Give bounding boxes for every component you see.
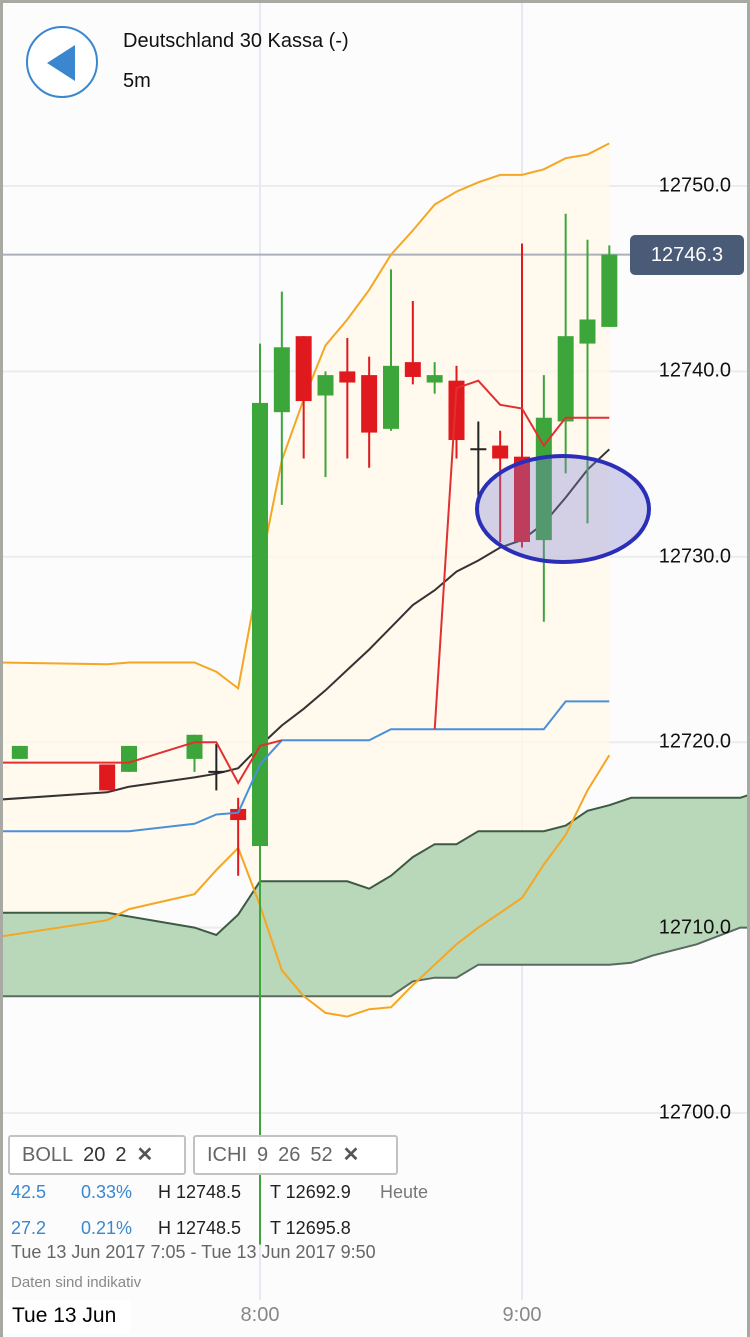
ichimoku-cloud	[0, 794, 750, 997]
x-tick-label: 9:00	[502, 1304, 542, 1326]
candle-body	[492, 445, 509, 459]
bollinger-upper-line	[0, 142, 610, 691]
plot-area	[0, 142, 750, 1245]
candle	[535, 375, 552, 622]
y-tick-label: 12710.0	[658, 916, 731, 939]
instrument-title: Deutschland 30 Kassa (-)	[123, 30, 349, 52]
x-tick-label: 8:00	[240, 1304, 280, 1326]
candle-body	[317, 375, 334, 396]
candle-body	[99, 764, 116, 791]
change-value: 27.2	[11, 1218, 47, 1238]
candle-body	[383, 365, 399, 429]
candle	[339, 338, 356, 459]
indicator-chip-boll[interactable]: BOLL 20 2 ✕	[8, 1135, 186, 1175]
candle-body	[557, 336, 574, 422]
indicator-param: 2	[115, 1144, 127, 1166]
candle-body	[121, 745, 137, 772]
change-percent: 0.33%	[81, 1182, 133, 1202]
candle-body	[295, 336, 312, 402]
y-tick-label: 12700.0	[658, 1101, 731, 1124]
candle	[579, 239, 596, 524]
kijun-line	[0, 700, 610, 833]
high-value: H 12748.5	[158, 1182, 242, 1202]
candle-body	[579, 319, 596, 344]
indicator-param: 9	[257, 1144, 269, 1166]
date-range: Tue 13 Jun 2017 7:05 - Tue 13 Jun 2017 9…	[11, 1242, 376, 1262]
candle	[121, 745, 137, 772]
candle-body	[514, 456, 530, 542]
candle-body	[339, 371, 356, 383]
candle	[601, 245, 618, 327]
close-icon[interactable]: ✕	[342, 1144, 360, 1166]
indicator-param: 26	[278, 1144, 301, 1166]
tenkan-line	[433, 379, 610, 730]
candle-body	[273, 347, 290, 413]
indicator-chip-ichi[interactable]: ICHI 9 26 52 ✕	[193, 1135, 398, 1175]
candle-body	[535, 417, 552, 541]
low-value: T 12695.8	[270, 1218, 351, 1238]
candle-body	[230, 808, 247, 821]
cloud-lower-line	[0, 926, 750, 998]
close-icon[interactable]: ✕	[136, 1144, 154, 1166]
candle	[470, 421, 487, 496]
candle	[317, 371, 334, 478]
candle-body	[186, 734, 203, 759]
indicator-param: 20	[83, 1144, 106, 1166]
candle-body	[11, 745, 28, 759]
candle	[426, 362, 443, 394]
tenkan-line	[0, 739, 283, 786]
x-axis-date: Tue 13 Jun	[0, 1300, 130, 1334]
low-value: T 12692.9	[270, 1182, 351, 1202]
candle-body	[601, 254, 618, 327]
candle	[99, 764, 116, 791]
y-tick-label: 12730.0	[658, 545, 731, 568]
candle-body	[404, 362, 421, 377]
cloud-upper-line	[0, 793, 750, 937]
candle	[514, 243, 530, 548]
indicator-param: 52	[310, 1144, 333, 1166]
bollinger-lower-line	[0, 754, 611, 1018]
candle	[361, 356, 378, 468]
candle	[252, 343, 268, 1245]
candle	[404, 300, 421, 385]
current-price-label: 12746.3	[630, 235, 744, 275]
change-percent: 0.21%	[81, 1218, 133, 1238]
high-value: H 12748.5	[158, 1218, 242, 1238]
candle	[448, 365, 465, 459]
bollinger-fill	[0, 143, 610, 1017]
candle	[273, 291, 290, 505]
y-tick-label: 12720.0	[658, 730, 731, 753]
candle	[492, 430, 509, 542]
candle	[383, 269, 399, 431]
candle	[295, 336, 312, 459]
back-button[interactable]	[26, 26, 98, 98]
back-arrow-icon	[47, 45, 75, 81]
candle-body	[448, 380, 465, 440]
y-tick-label: 12750.0	[658, 174, 731, 197]
candle	[11, 745, 28, 759]
ellipse-annotation	[475, 454, 651, 564]
candle	[557, 213, 574, 474]
y-tick-label: 12740.0	[658, 359, 731, 382]
interval-label: 5m	[123, 70, 151, 92]
disclaimer: Daten sind indikativ	[11, 1274, 142, 1291]
period-label: Heute	[380, 1182, 429, 1202]
candle-body	[426, 375, 443, 383]
candle	[186, 734, 203, 772]
candle	[208, 744, 225, 791]
candle-body	[252, 402, 268, 847]
indicator-name: ICHI	[207, 1144, 247, 1166]
change-value: 42.5	[11, 1182, 47, 1202]
indicator-name: BOLL	[22, 1144, 74, 1166]
candle-body	[361, 375, 378, 433]
